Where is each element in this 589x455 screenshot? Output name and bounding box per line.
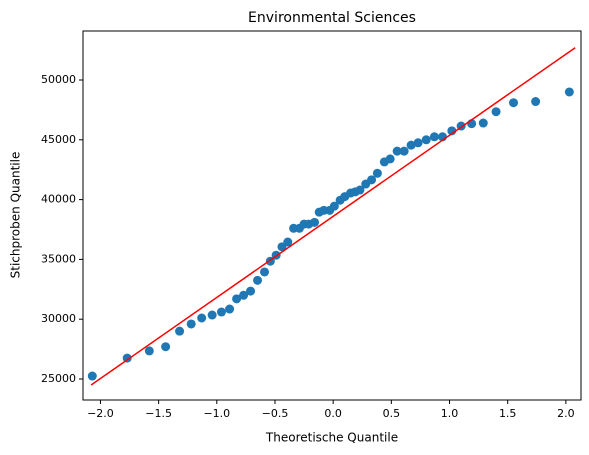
y-tick-label: 25000 [41, 372, 76, 385]
point [144, 346, 154, 356]
point [355, 185, 365, 195]
plot-frame [82, 30, 582, 401]
point [207, 310, 217, 320]
x-tick-label: −0.5 [262, 407, 289, 420]
point [197, 313, 207, 323]
x-axis-label: Theoretische Quantile [265, 431, 398, 445]
point [399, 146, 409, 156]
x-tick-label: −2.0 [87, 407, 114, 420]
x-tick-label: −1.5 [145, 407, 172, 420]
point [367, 175, 377, 185]
point [310, 217, 320, 227]
point [216, 307, 226, 317]
x-tick-label: 0.5 [383, 407, 401, 420]
point [283, 237, 293, 247]
point [260, 267, 270, 277]
point [87, 371, 97, 381]
point [186, 319, 196, 329]
x-tick-label: 2.0 [557, 407, 575, 420]
point [372, 168, 382, 178]
y-tick-label: 30000 [41, 312, 76, 325]
point [491, 107, 501, 117]
x-tick-label: −1.0 [203, 407, 230, 420]
point [509, 98, 519, 108]
x-tick-label: 0.0 [324, 407, 342, 420]
y-tick-label: 40000 [41, 193, 76, 206]
y-tick-label: 35000 [41, 252, 76, 265]
x-tick-label: 1.5 [499, 407, 517, 420]
y-axis-label: Stichproben Quantile [9, 152, 23, 279]
point [232, 294, 242, 304]
point [329, 201, 339, 211]
point [239, 290, 249, 300]
point [447, 126, 457, 136]
point [392, 146, 402, 156]
point [406, 140, 416, 150]
point [564, 87, 574, 97]
point [421, 135, 431, 145]
point [246, 286, 256, 296]
reference-line [90, 47, 576, 386]
y-tick-label: 45000 [41, 133, 76, 146]
point [122, 353, 132, 363]
point [225, 304, 235, 314]
point [478, 118, 488, 128]
point [253, 275, 263, 285]
x-tick-label: 1.0 [441, 407, 459, 420]
point [161, 342, 171, 352]
point [413, 138, 423, 148]
point [175, 326, 185, 336]
point [429, 132, 439, 142]
point [531, 97, 541, 107]
point [385, 154, 395, 164]
chart-title: Environmental Sciences [248, 10, 416, 26]
y-tick-label: 50000 [41, 73, 76, 86]
